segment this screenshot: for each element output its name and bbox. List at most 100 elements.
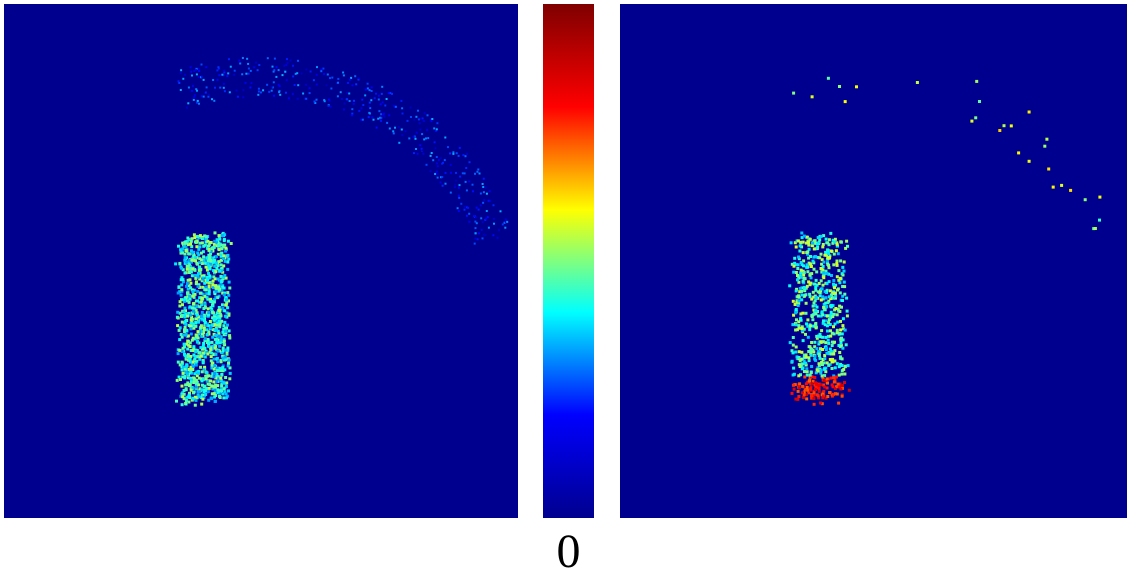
heatmap-cell [798, 382, 802, 386]
heatmap-cell [794, 245, 798, 249]
heatmap-cell [223, 90, 226, 93]
heatmap-cell [828, 362, 832, 366]
heatmap-cell [415, 148, 417, 150]
heatmap-cell [825, 351, 829, 355]
heatmap-cell [828, 323, 832, 326]
heatmap-cell [220, 234, 224, 237]
heatmap-cell [193, 96, 196, 98]
heatmap-cell [195, 68, 198, 71]
heatmap-cell [186, 264, 190, 268]
heatmap-cell [482, 191, 485, 194]
heatmap-cell [802, 359, 806, 363]
heatmap-cell [191, 336, 195, 340]
heatmap-cell [189, 265, 192, 268]
heatmap-cell [221, 392, 225, 396]
heatmap-cell [315, 73, 318, 76]
heatmap-cell [826, 334, 830, 338]
heatmap-cell [816, 394, 820, 398]
heatmap-cell [202, 95, 205, 98]
heatmap-cell [198, 387, 202, 391]
heatmap-cell [211, 303, 215, 307]
heatmap-cell [387, 92, 390, 95]
heatmap-cell [809, 255, 812, 258]
heatmap-cell [841, 324, 845, 328]
heatmap-cell [799, 373, 802, 377]
heatmap-cell [435, 128, 438, 131]
heatmap-cell [468, 161, 471, 164]
heatmap-cell [422, 152, 425, 155]
heatmap-cell [193, 236, 197, 240]
heatmap-cell [459, 175, 462, 178]
heatmap-cell [233, 69, 236, 72]
heatmap-cell [832, 263, 836, 267]
heatmap-cell [1027, 159, 1031, 163]
heatmap-cell [797, 294, 801, 298]
heatmap-cell [842, 269, 846, 273]
heatmap-cell [184, 249, 188, 252]
heatmap-cell [824, 347, 828, 350]
heatmap-cell [187, 300, 191, 304]
heatmap-cell [183, 252, 187, 256]
heatmap-cell [457, 186, 460, 189]
heatmap-cell [197, 332, 201, 336]
heatmap-cell [202, 274, 206, 278]
heatmap-cell [796, 389, 800, 393]
heatmap-cell [811, 259, 815, 263]
heatmap-cell [795, 263, 798, 267]
heatmap-cell [383, 115, 386, 118]
heatmap-cell [195, 245, 199, 249]
heatmap-cell [415, 115, 418, 118]
heatmap-cell [378, 110, 381, 113]
heatmap-cell [221, 303, 224, 307]
heatmap-cell [841, 317, 845, 321]
heatmap-cell [194, 240, 197, 244]
heatmap-cell [223, 71, 226, 74]
heatmap-cell [196, 340, 199, 343]
heatmap-cell [807, 356, 811, 360]
heatmap-cell [436, 122, 439, 125]
heatmap-cell [807, 256, 811, 260]
heatmap-cell [196, 336, 200, 340]
heatmap-cell [457, 154, 460, 157]
heatmap-right [620, 4, 1127, 518]
heatmap-cell [211, 283, 215, 287]
heatmap-cell [226, 394, 230, 398]
heatmap-cell [1069, 188, 1073, 192]
heatmap-cell [186, 353, 190, 357]
heatmap-cell [841, 294, 845, 298]
heatmap-cell [829, 334, 833, 338]
heatmap-cell [809, 276, 813, 280]
heatmap-cell [182, 242, 186, 246]
heatmap-cell [352, 102, 355, 105]
heatmap-cell [197, 315, 201, 319]
heatmap-cell [435, 162, 438, 165]
heatmap-cell [198, 357, 202, 361]
heatmap-cell [829, 329, 832, 333]
heatmap-cell [813, 388, 817, 392]
heatmap-cell [179, 248, 183, 252]
heatmap-cell [199, 315, 203, 319]
heatmap-cell [217, 248, 221, 252]
heatmap-cell [348, 100, 351, 102]
heatmap-cell [823, 308, 827, 312]
heatmap-cell [190, 378, 193, 382]
heatmap-cell [222, 74, 225, 77]
heatmap-cell [814, 326, 818, 330]
heatmap-cell [336, 95, 339, 98]
heatmap-cell [481, 237, 484, 240]
heatmap-cell [285, 91, 287, 94]
heatmap-cell [377, 98, 380, 101]
heatmap-cell [811, 304, 815, 308]
heatmap-cell [180, 69, 183, 72]
heatmap-cell [191, 348, 195, 352]
heatmap-cell [247, 67, 250, 70]
heatmap-cell [810, 365, 814, 368]
heatmap-cell [227, 299, 230, 303]
heatmap-cell [836, 307, 840, 311]
heatmap-cell [819, 401, 823, 405]
heatmap-cell [804, 332, 807, 336]
heatmap-cell [825, 305, 829, 309]
heatmap-cell [200, 303, 204, 307]
heatmap-cell [475, 206, 478, 209]
heatmap-cell [183, 256, 187, 260]
